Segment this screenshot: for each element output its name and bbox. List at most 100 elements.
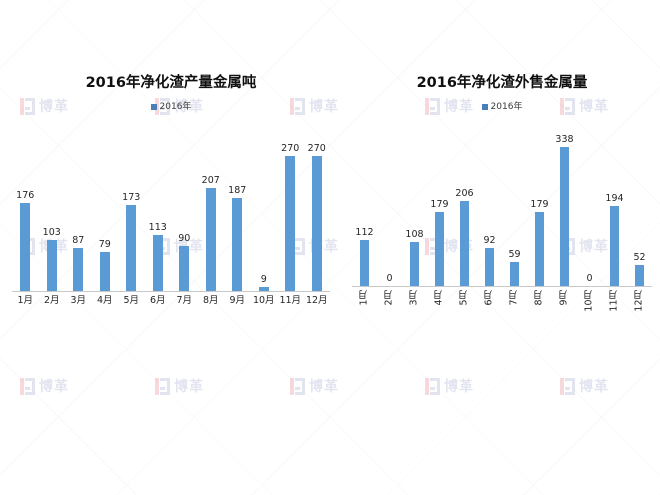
bar-rect[interactable] xyxy=(610,206,619,286)
x-axis-labels: 1月 2月 3月 4月 5月 6月 7月 8月 9月 10月 11月 12月 xyxy=(352,290,652,324)
bar-value-label: 194 xyxy=(605,193,624,205)
bar-rect[interactable] xyxy=(73,247,84,291)
bar-item[interactable]: 9 xyxy=(251,127,278,291)
bar-item[interactable]: 87 xyxy=(65,127,92,291)
x-axis-tick-label: 5月 xyxy=(123,295,140,306)
x-axis-tick-label: 11月 xyxy=(608,290,620,312)
bar-rect[interactable] xyxy=(635,264,644,286)
bar-value-label: 179 xyxy=(430,199,449,211)
chart-production-title: 2016年净化渣产量金属吨 xyxy=(85,75,257,91)
bar-rect[interactable] xyxy=(510,261,519,286)
bar-item[interactable]: 52 xyxy=(627,127,652,286)
bar-item[interactable]: 108 xyxy=(402,127,427,286)
bar-value-label: 52 xyxy=(633,251,646,263)
legend-label: 2016年 xyxy=(159,102,192,112)
bar-rect[interactable] xyxy=(46,239,57,291)
x-axis-tick-label: 6月 xyxy=(483,290,495,306)
legend-swatch-icon xyxy=(150,104,157,110)
bar-value-label: 207 xyxy=(201,174,220,186)
x-axis-tick-label: 12月 xyxy=(305,295,328,306)
bar-group: 176 103 87 79 173 113 90 207 187 9 270 270 xyxy=(12,127,330,291)
x-axis-tick-label: 1月 xyxy=(358,290,370,306)
x-axis-tick-label: 3月 xyxy=(408,290,420,306)
bar-rect[interactable] xyxy=(285,156,296,291)
bar-rect[interactable] xyxy=(485,248,494,286)
x-axis-tick-label: 2月 xyxy=(383,290,395,306)
bar-item[interactable]: 338 xyxy=(552,127,577,286)
bar-item[interactable]: 270 xyxy=(304,127,331,291)
bar-item[interactable]: 176 xyxy=(12,127,39,291)
bar-value-label: 9 xyxy=(260,273,267,285)
bar-item[interactable]: 0 xyxy=(377,127,402,286)
bar-rect[interactable] xyxy=(460,201,469,286)
bar-rect[interactable] xyxy=(179,246,190,291)
bar-value-label: 176 xyxy=(16,190,35,201)
x-axis-tick-label: 5月 xyxy=(458,290,470,306)
bar-value-label: 92 xyxy=(483,235,496,247)
bar-rect[interactable] xyxy=(20,203,31,291)
bar-item[interactable]: 194 xyxy=(602,127,627,286)
x-axis-tick-label: 1月 xyxy=(17,295,34,306)
chart-external-sales-plot: 112 0 108 179 206 92 59 179 338 0 194 52 xyxy=(352,127,652,287)
bar-item[interactable]: 79 xyxy=(92,127,119,291)
bar-rect[interactable] xyxy=(152,234,163,291)
x-axis-tick-label: 7月 xyxy=(176,295,193,306)
chart-external-sales: 2016年净化渣外售金属量 2016年 112 0 108 179 206 92 59 179… xyxy=(352,74,652,324)
bar-value-label: 79 xyxy=(98,238,111,250)
chart-external-sales-title: 2016年净化渣外售金属量 xyxy=(416,75,588,91)
bar-value-label: 187 xyxy=(228,184,247,196)
bar-rect[interactable] xyxy=(126,204,137,291)
x-axis-line xyxy=(12,291,330,292)
bar-item[interactable]: 207 xyxy=(198,127,225,291)
bar-item[interactable]: 113 xyxy=(145,127,172,291)
bar-value-label: 87 xyxy=(72,234,85,246)
chart-production-legend: 2016年 xyxy=(12,101,330,113)
x-axis-tick-label: 9月 xyxy=(229,295,246,306)
bar-value-label: 206 xyxy=(455,188,474,200)
chart-production: 2016年净化渣产量金属吨 2016年 176 103 87 79 173 113 90 20… xyxy=(12,74,330,307)
bar-value-label: 0 xyxy=(586,273,593,284)
bar-rect[interactable] xyxy=(560,147,569,286)
bar-value-label: 179 xyxy=(530,199,549,211)
bar-value-label: 270 xyxy=(281,143,300,154)
bar-item[interactable]: 59 xyxy=(502,127,527,286)
bar-item[interactable]: 187 xyxy=(224,127,251,291)
bar-value-label: 338 xyxy=(555,134,574,146)
chart-external-sales-legend: 2016年 xyxy=(352,101,652,113)
bar-value-label: 270 xyxy=(307,143,326,154)
bar-item[interactable]: 0 xyxy=(577,127,602,286)
x-axis-tick-label: 11月 xyxy=(279,295,302,306)
bar-value-label: 113 xyxy=(148,221,167,233)
x-axis-tick-label: 8月 xyxy=(202,295,219,306)
bar-rect[interactable] xyxy=(311,156,322,291)
bar-item[interactable]: 90 xyxy=(171,127,198,291)
bar-item[interactable]: 179 xyxy=(427,127,452,286)
bar-rect[interactable] xyxy=(360,239,369,286)
bar-item[interactable]: 206 xyxy=(452,127,477,286)
bar-rect[interactable] xyxy=(205,187,216,291)
x-axis-tick-label: 4月 xyxy=(96,295,113,306)
bar-rect[interactable] xyxy=(99,251,110,291)
bar-rect[interactable] xyxy=(410,241,419,286)
bar-value-label: 108 xyxy=(405,228,424,240)
bar-group: 112 0 108 179 206 92 59 179 338 0 194 52 xyxy=(352,127,652,286)
x-axis-labels: 1月 2月 3月 4月 5月 6月 7月 8月 9月 10月 11月 12月 xyxy=(12,295,330,307)
bar-item[interactable]: 92 xyxy=(477,127,502,286)
x-axis-tick-label: 4月 xyxy=(433,290,445,306)
legend-label: 2016年 xyxy=(490,102,523,112)
bar-item[interactable]: 270 xyxy=(277,127,304,291)
bar-item[interactable]: 179 xyxy=(527,127,552,286)
bar-item[interactable]: 173 xyxy=(118,127,145,291)
x-axis-tick-label: 6月 xyxy=(149,295,166,306)
bar-value-label: 173 xyxy=(122,191,141,203)
bar-rect[interactable] xyxy=(435,212,444,286)
chart-production-plot: 176 103 87 79 173 113 90 207 187 9 270 270 xyxy=(12,127,330,292)
bar-rect[interactable] xyxy=(232,197,243,291)
x-axis-tick-label: 8月 xyxy=(533,290,545,306)
bar-item[interactable]: 112 xyxy=(352,127,377,286)
bar-rect[interactable] xyxy=(258,286,269,291)
x-axis-tick-label: 7月 xyxy=(508,290,520,306)
bar-item[interactable]: 103 xyxy=(39,127,66,291)
bar-rect[interactable] xyxy=(535,212,544,286)
